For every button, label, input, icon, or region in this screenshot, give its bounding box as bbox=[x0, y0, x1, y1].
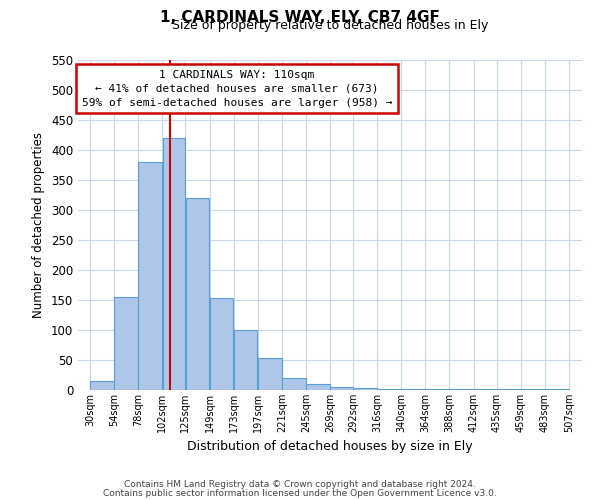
Bar bbox=[185, 198, 209, 390]
Bar bbox=[377, 389, 401, 390]
Bar bbox=[163, 138, 185, 390]
Title: Size of property relative to detached houses in Ely: Size of property relative to detached ho… bbox=[172, 20, 488, 32]
Bar bbox=[282, 378, 305, 390]
Text: 1, CARDINALS WAY, ELY, CB7 4GF: 1, CARDINALS WAY, ELY, CB7 4GF bbox=[160, 10, 440, 25]
Text: 1 CARDINALS WAY: 110sqm
← 41% of detached houses are smaller (673)
59% of semi-d: 1 CARDINALS WAY: 110sqm ← 41% of detache… bbox=[82, 70, 392, 108]
Bar bbox=[139, 162, 162, 390]
Bar bbox=[234, 330, 257, 390]
Bar bbox=[330, 387, 353, 390]
Bar bbox=[90, 381, 114, 390]
Bar bbox=[353, 388, 377, 390]
Bar bbox=[306, 384, 330, 390]
Bar bbox=[115, 297, 138, 390]
Text: Contains public sector information licensed under the Open Government Licence v3: Contains public sector information licen… bbox=[103, 490, 497, 498]
X-axis label: Distribution of detached houses by size in Ely: Distribution of detached houses by size … bbox=[187, 440, 473, 454]
Bar bbox=[401, 389, 425, 390]
Y-axis label: Number of detached properties: Number of detached properties bbox=[32, 132, 46, 318]
Bar bbox=[258, 358, 281, 390]
Bar bbox=[210, 298, 233, 390]
Text: Contains HM Land Registry data © Crown copyright and database right 2024.: Contains HM Land Registry data © Crown c… bbox=[124, 480, 476, 489]
